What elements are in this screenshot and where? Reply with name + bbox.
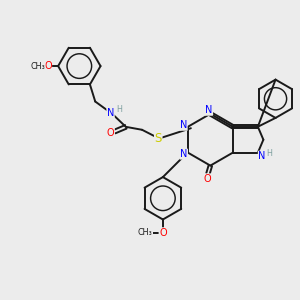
Text: N: N bbox=[258, 151, 266, 161]
Text: O: O bbox=[159, 228, 167, 238]
Text: N: N bbox=[180, 149, 188, 159]
Text: H: H bbox=[116, 105, 122, 114]
Text: CH₃: CH₃ bbox=[30, 61, 45, 70]
Text: O: O bbox=[107, 128, 114, 138]
Text: O: O bbox=[44, 61, 52, 71]
Text: N: N bbox=[205, 105, 213, 115]
Text: CH₃: CH₃ bbox=[138, 228, 153, 237]
Text: H: H bbox=[266, 149, 272, 158]
Text: N: N bbox=[107, 108, 114, 118]
Text: S: S bbox=[154, 131, 162, 145]
Text: N: N bbox=[180, 120, 187, 130]
Text: O: O bbox=[203, 174, 211, 184]
